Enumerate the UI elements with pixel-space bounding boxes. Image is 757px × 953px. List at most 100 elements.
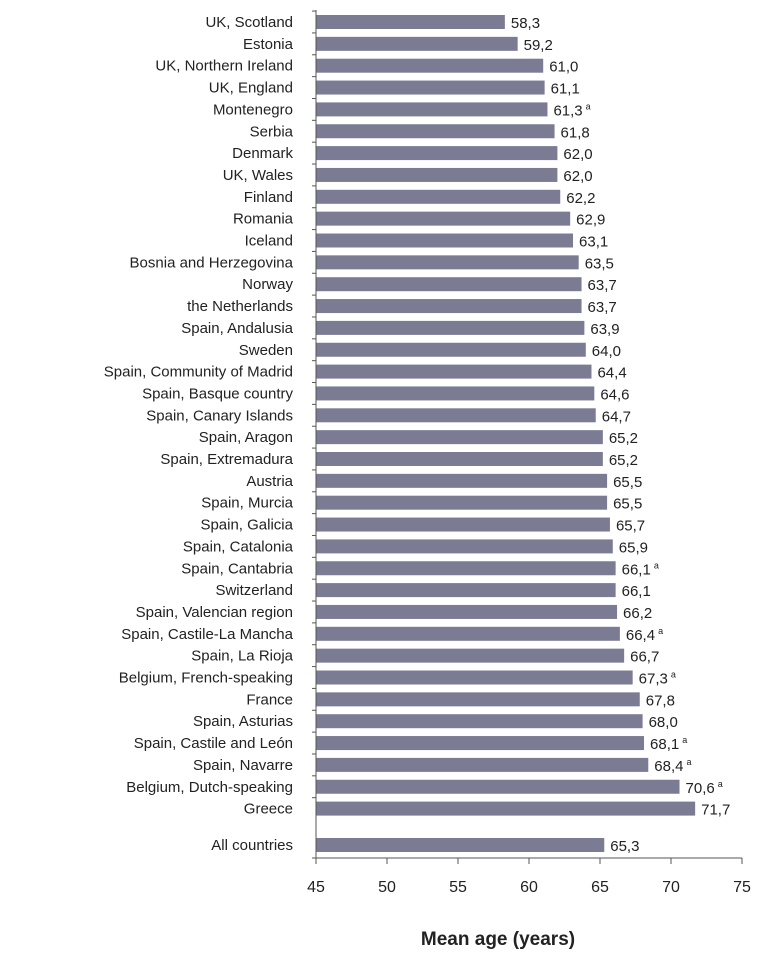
category-label: Bosnia and Herzegovina	[130, 254, 294, 271]
bar	[316, 561, 616, 576]
bar	[316, 692, 640, 707]
x-tick-label: 75	[733, 879, 751, 896]
value-label: 66,7	[630, 649, 659, 666]
category-label: Sweden	[239, 342, 293, 359]
value-label: 63,5	[585, 255, 614, 272]
category-label: Serbia	[250, 123, 294, 140]
category-label: Spain, Extremadura	[160, 451, 293, 468]
value-label: 64,7	[602, 408, 631, 425]
category-label: UK, England	[209, 80, 293, 97]
footnote-mark: a	[671, 670, 676, 680]
value-label: 63,9	[590, 321, 619, 338]
value-label: 66,1	[622, 583, 651, 600]
bar	[316, 299, 582, 314]
value-label: 62,9	[576, 212, 605, 229]
bar	[316, 386, 595, 401]
value-labels-group: 58,3 59,2 61,0 61,1 61,3 a 61,8 62,0 62,0 62,2 62,…	[511, 15, 730, 855]
bar	[316, 801, 696, 816]
category-label: Austria	[246, 473, 293, 490]
bar	[316, 342, 586, 357]
bar	[316, 364, 592, 379]
value-label: 64,6	[600, 386, 629, 403]
category-label: Spain, Navarre	[193, 757, 293, 774]
x-axis-title: Mean age (years)	[421, 929, 575, 950]
value-label: 65,3	[610, 838, 639, 855]
value-label: 63,7	[588, 299, 617, 316]
bar	[316, 838, 605, 852]
bar	[316, 277, 582, 292]
category-label: Denmark	[232, 145, 293, 162]
value-label: 67,3 a	[639, 670, 676, 688]
value-label: 59,2	[524, 37, 553, 54]
bar	[316, 779, 680, 794]
category-label: Spain, Basque country	[142, 385, 293, 402]
bar	[316, 648, 625, 663]
value-label: 58,3	[511, 15, 540, 32]
value-label: 62,0	[563, 168, 592, 185]
bar	[316, 255, 579, 270]
value-label: 63,7	[588, 277, 617, 294]
x-tick-label: 60	[520, 879, 538, 896]
value-label: 68,0	[649, 714, 678, 731]
value-label: 64,0	[592, 343, 621, 360]
footnote-mark: a	[658, 626, 663, 636]
bar	[316, 517, 610, 532]
value-label: 65,2	[609, 430, 638, 447]
category-label: Spain, Murcia	[201, 495, 293, 512]
category-label: All countries	[211, 837, 293, 854]
value-label: 63,1	[579, 234, 608, 251]
x-tick-label: 55	[449, 879, 467, 896]
bar	[316, 670, 633, 685]
category-label: Spain, Cantabria	[181, 560, 293, 577]
footnote-mark: a	[718, 779, 723, 789]
bar	[316, 167, 558, 182]
value-label: 68,4 a	[654, 757, 691, 775]
bar	[316, 430, 603, 445]
category-label: Iceland	[245, 233, 293, 250]
bar	[316, 102, 548, 117]
value-label: 64,4	[597, 365, 626, 382]
category-label: Spain, Aragon	[199, 429, 293, 446]
bar	[316, 495, 608, 510]
category-label: Spain, Castile-La Mancha	[121, 626, 293, 643]
bar	[316, 124, 555, 139]
value-label: 66,2	[623, 605, 652, 622]
x-tick-label: 65	[591, 879, 609, 896]
value-label: 65,9	[619, 539, 648, 556]
value-label: 61,8	[561, 124, 590, 141]
bar	[316, 714, 643, 729]
bar	[316, 233, 574, 248]
bar	[316, 58, 544, 73]
category-label: UK, Northern Ireland	[155, 58, 293, 75]
category-label: Switzerland	[215, 582, 293, 599]
category-label: Spain, La Rioja	[191, 648, 293, 665]
category-label: Spain, Galicia	[200, 517, 293, 534]
category-label: Spain, Asturias	[193, 713, 293, 730]
category-label: UK, Scotland	[205, 14, 293, 31]
value-label: 65,5	[613, 474, 642, 491]
value-label: 65,5	[613, 496, 642, 513]
category-label: France	[246, 691, 293, 708]
bar	[316, 757, 649, 772]
value-label: 65,2	[609, 452, 638, 469]
bar	[316, 189, 561, 204]
value-label: 68,1 a	[650, 735, 687, 753]
footnote-mark: a	[686, 757, 691, 767]
value-label: 71,7	[701, 802, 730, 819]
category-labels-group: UK, Scotland Estonia UK, Northern Ireland U…	[104, 14, 294, 854]
bar	[316, 452, 603, 466]
value-label: 62,2	[566, 190, 595, 207]
bar	[316, 408, 596, 423]
value-label: 70,6 a	[686, 779, 723, 797]
category-label: Estonia	[243, 36, 294, 53]
category-label: Spain, Andalusia	[181, 320, 293, 337]
x-tick-label: 70	[662, 879, 680, 896]
axes-group: 45 50 55 60 65 70 75	[307, 10, 751, 896]
value-label: 65,7	[616, 518, 645, 535]
value-label: 61,1	[551, 81, 580, 98]
bar	[316, 211, 571, 226]
value-label: 62,0	[563, 146, 592, 163]
bar	[316, 604, 618, 619]
x-tick-label: 45	[307, 879, 325, 896]
value-label: 66,1 a	[622, 560, 659, 578]
